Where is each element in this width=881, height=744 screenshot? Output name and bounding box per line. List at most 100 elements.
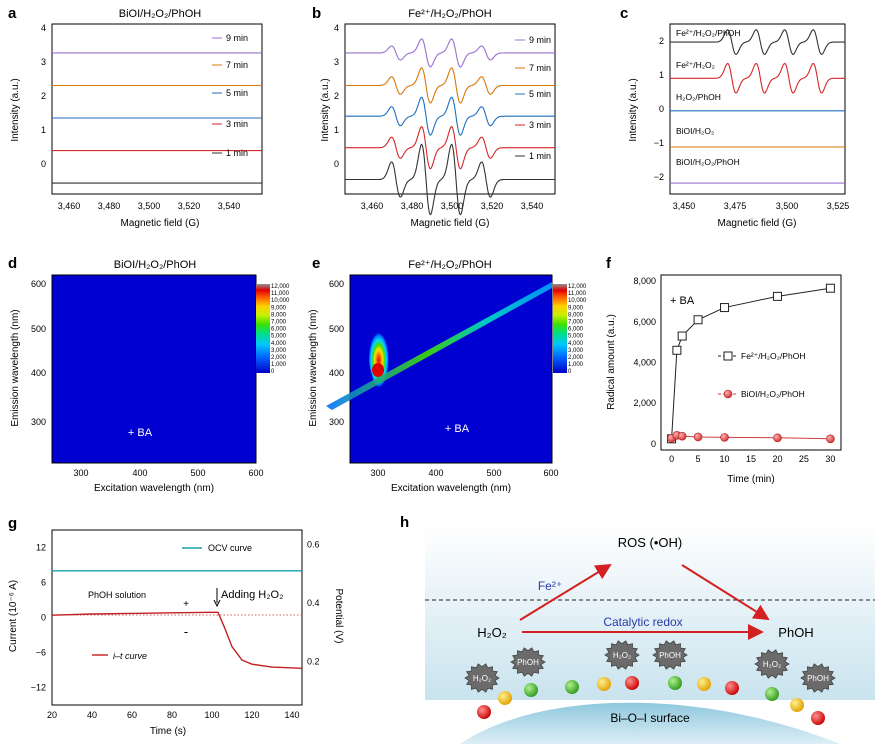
y-tick-label: 4,000 <box>633 358 656 368</box>
molecule-badge <box>510 647 546 677</box>
legend-marker <box>723 389 733 399</box>
x-tick-label: 3,500 <box>776 201 799 211</box>
y-axis-label: Intensity (a.u.) <box>320 78 331 141</box>
colorbar-tick-label: 1,000 <box>568 362 584 368</box>
colorbar-tick-label: 12,000 <box>568 284 587 290</box>
x-tick-label: 3,480 <box>401 201 424 211</box>
y-tick-label: 500 <box>329 324 344 334</box>
legend-label: 7 min <box>226 60 248 70</box>
x-tick-label: 120 <box>244 710 259 720</box>
panel-d: d BiOI/H₂O₂/PhOH + BA 300 400 500 600 30… <box>8 255 290 494</box>
legend-label: BiOI/H₂O₂/PhOH <box>741 389 805 399</box>
panel-letter: c <box>620 5 628 22</box>
colorbar-tick-label: 9,000 <box>271 305 287 311</box>
x-tick-label: 500 <box>190 468 205 478</box>
minus-sign: - <box>184 624 188 639</box>
y-tick-label: 2 <box>334 91 339 101</box>
y-tick-label: 0 <box>41 613 46 623</box>
colorbar-tick-label: 8,000 <box>568 312 584 318</box>
y-tick-label: 600 <box>31 279 46 289</box>
y-axis-label-left: Current (10⁻⁶ A) <box>8 580 19 652</box>
panel-letter: a <box>8 5 17 22</box>
surface-label: Bi–O–I surface <box>610 711 690 725</box>
x-tick-label: 10 <box>720 454 730 464</box>
x-axis-label: Excitation wavelength (nm) <box>391 483 511 494</box>
y-tick-labels: −2 −1 0 1 2 <box>654 36 664 182</box>
molecule-label: H₂O₂ <box>763 660 781 669</box>
y-tick-label: 1 <box>659 70 664 80</box>
atom-ball <box>725 681 739 695</box>
y-tick-label: 2 <box>41 91 46 101</box>
trace-label: Fe²⁺/H₂O₂/PhOH <box>676 28 740 38</box>
colorbar-tick-label: 2,000 <box>568 355 584 361</box>
data-point <box>677 331 687 341</box>
y-axis-label: Intensity (a.u.) <box>10 78 21 141</box>
ros-label: ROS (•OH) <box>618 535 683 550</box>
series-line <box>345 125 555 170</box>
atom-ball <box>498 691 512 705</box>
panel-c: c 3,450 3,475 3,500 3,525 −2 −1 0 1 2 Ma… <box>620 5 849 229</box>
x-tick-label: 60 <box>127 710 137 720</box>
series-line <box>345 38 555 68</box>
atom-ball <box>765 687 779 701</box>
x-axis-label: Magnetic field (G) <box>718 218 797 229</box>
x-tick-label: 300 <box>370 468 385 478</box>
panel-title: Fe²⁺/H₂O₂/PhOH <box>408 8 491 20</box>
y-axis-label-right: Potential (V) <box>333 588 344 643</box>
legend-marker <box>723 351 733 361</box>
x-axis-label: Excitation wavelength (nm) <box>94 483 214 494</box>
colorbar-tick-label: 9,000 <box>568 305 584 311</box>
y-tick-label: 8,000 <box>633 276 656 286</box>
it-curve <box>51 611 303 669</box>
y-tick-label: −12 <box>31 683 46 693</box>
x-tick-label: 3,460 <box>361 201 384 211</box>
data-point <box>825 283 835 293</box>
y-tick-labels: 0 1 2 3 4 <box>41 23 46 169</box>
x-tick-label: 3,500 <box>441 201 464 211</box>
plot-frame <box>51 529 303 706</box>
colorbar-tick-label: 12,000 <box>271 284 290 290</box>
y-tick-label: 300 <box>329 417 344 427</box>
legend: Fe²⁺/H₂O₂/PhOH BiOI/H₂O₂/PhOH <box>718 351 805 399</box>
x-tick-label: 3,460 <box>58 201 81 211</box>
x-tick-label: 3,500 <box>138 201 161 211</box>
annotation: + BA <box>670 295 695 307</box>
x-tick-label: 400 <box>132 468 147 478</box>
legend-label: 7 min <box>529 63 551 73</box>
x-tick-label: 400 <box>428 468 443 478</box>
y-tick-label: −2 <box>654 172 664 182</box>
colorbar-tick-label: 11,000 <box>568 291 587 297</box>
panel-letter: b <box>312 5 321 22</box>
y-tick-label: 1 <box>334 125 339 135</box>
molecule-badge <box>800 663 836 693</box>
y-tick-label: 4 <box>41 23 46 33</box>
x-tick-label: 3,520 <box>178 201 201 211</box>
data-point <box>720 303 730 313</box>
panel-title: Fe²⁺/H₂O₂/PhOH <box>408 259 491 271</box>
atom-ball <box>524 683 538 697</box>
y-tick-label: 6,000 <box>633 317 656 327</box>
y-tick-label: 1 <box>41 125 46 135</box>
y-tick-label: 0 <box>334 159 339 169</box>
x-tick-labels: 300 400 500 600 <box>73 468 263 478</box>
y-tick-label: 500 <box>31 324 46 334</box>
colorbar-gradient <box>553 284 567 373</box>
atom-ball <box>697 677 711 691</box>
heatmap-area <box>51 274 257 464</box>
colorbar-tick-label: 0 <box>568 369 572 375</box>
panel-letter: e <box>312 255 320 272</box>
y-axis-label: Radical amount (a.u.) <box>606 314 617 410</box>
x-tick-label: 140 <box>284 710 299 720</box>
plot-frame <box>51 23 263 195</box>
panel-f: f + BA 0 5 10 15 20 25 30 0 2,000 4,000 6,000 8,000… <box>606 255 842 485</box>
x-tick-label: 30 <box>825 454 835 464</box>
y-tick-label: −6 <box>36 648 46 658</box>
emission-peak-core <box>372 363 384 377</box>
panel-letter: h <box>400 514 409 531</box>
colorbar-tick-label: 6,000 <box>271 327 287 333</box>
schematic-background <box>425 525 875 700</box>
colorbar-tick-label: 7,000 <box>568 320 584 326</box>
atom-ball <box>597 677 611 691</box>
legend: 9 min 7 min 5 min 3 min 1 min <box>212 33 248 158</box>
annotation: + BA <box>128 427 153 439</box>
